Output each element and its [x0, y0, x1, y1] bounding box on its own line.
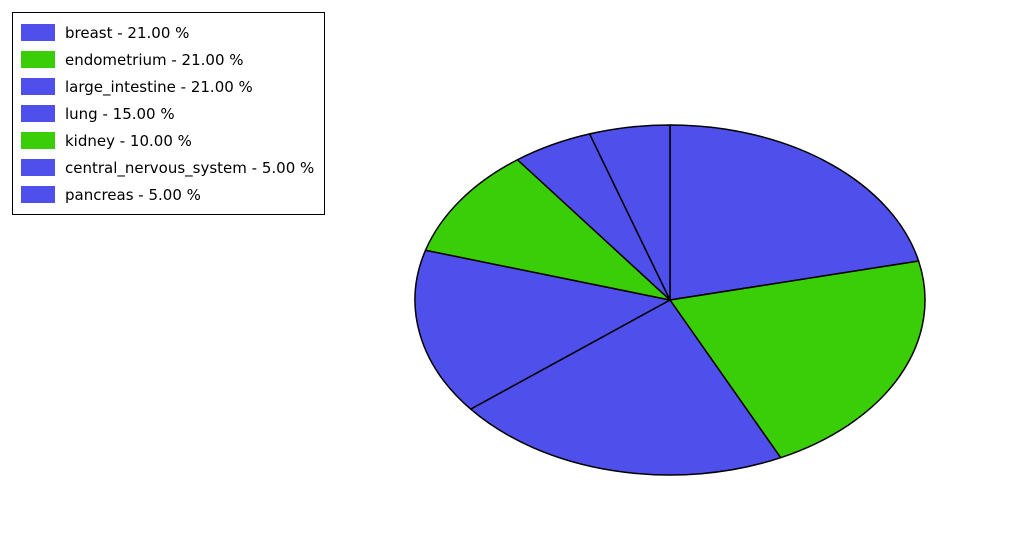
- legend-label: central_nervous_system - 5.00 %: [65, 159, 314, 177]
- legend-label: pancreas - 5.00 %: [65, 186, 201, 204]
- legend-label: large_intestine - 21.00 %: [65, 78, 253, 96]
- legend-label: endometrium - 21.00 %: [65, 51, 244, 69]
- legend-row: breast - 21.00 %: [21, 19, 314, 46]
- legend-label: kidney - 10.00 %: [65, 132, 192, 150]
- legend-swatch: [21, 159, 55, 176]
- legend-label: lung - 15.00 %: [65, 105, 175, 123]
- legend-row: large_intestine - 21.00 %: [21, 73, 314, 100]
- legend-row: kidney - 10.00 %: [21, 127, 314, 154]
- legend-swatch: [21, 51, 55, 68]
- pie-chart: [410, 120, 930, 480]
- legend-swatch: [21, 105, 55, 122]
- legend-row: central_nervous_system - 5.00 %: [21, 154, 314, 181]
- legend: breast - 21.00 % endometrium - 21.00 % lar…: [12, 12, 325, 215]
- legend-row: endometrium - 21.00 %: [21, 46, 314, 73]
- legend-swatch: [21, 186, 55, 203]
- legend-row: lung - 15.00 %: [21, 100, 314, 127]
- legend-row: pancreas - 5.00 %: [21, 181, 314, 208]
- legend-swatch: [21, 78, 55, 95]
- legend-label: breast - 21.00 %: [65, 24, 189, 42]
- legend-swatch: [21, 24, 55, 41]
- legend-swatch: [21, 132, 55, 149]
